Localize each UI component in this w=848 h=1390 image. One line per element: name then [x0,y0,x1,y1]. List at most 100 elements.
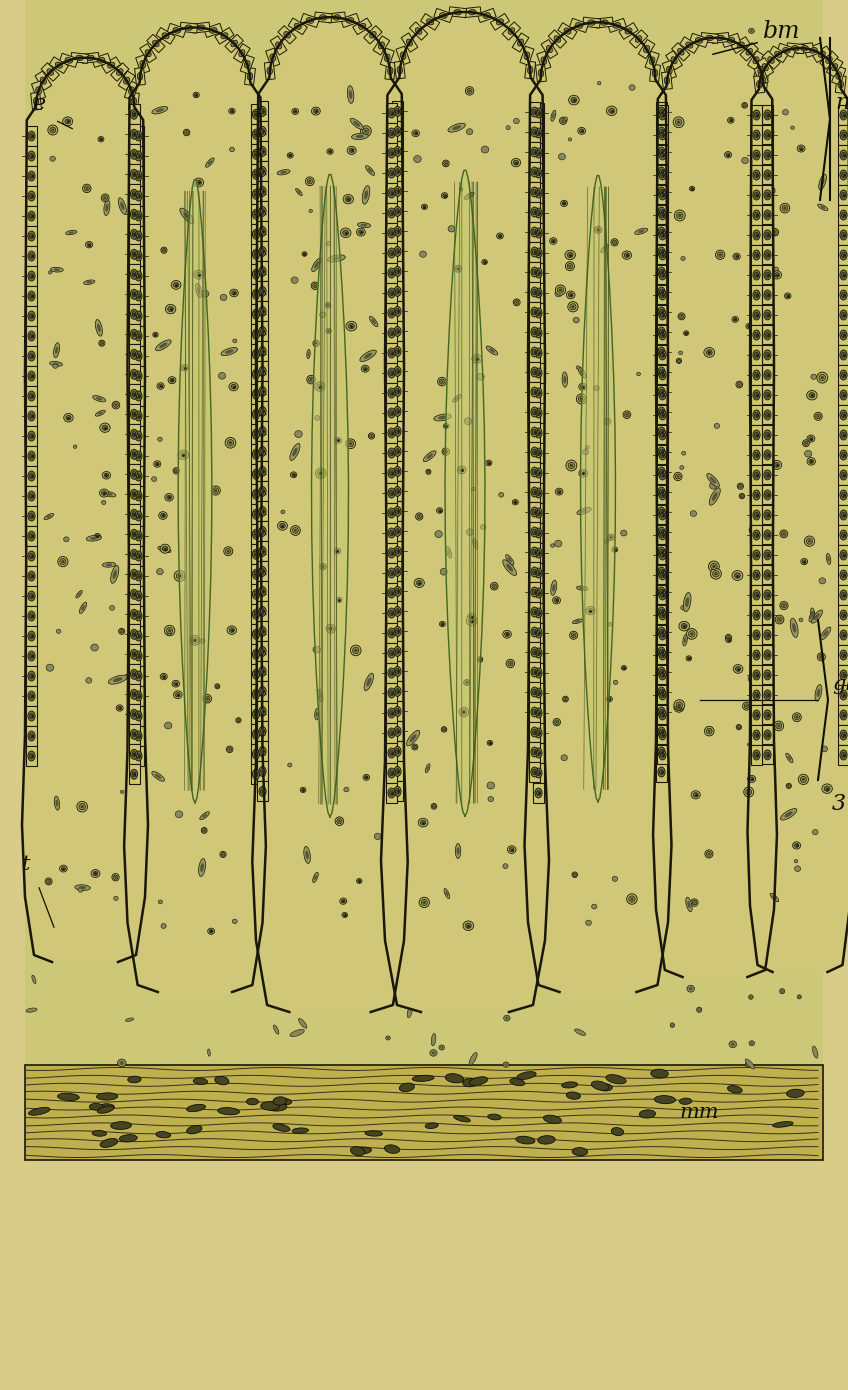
Bar [838,345,848,364]
Ellipse shape [537,651,540,656]
Ellipse shape [109,676,127,684]
Ellipse shape [745,1059,755,1069]
Ellipse shape [416,581,422,585]
Ellipse shape [753,651,760,660]
Ellipse shape [259,467,266,477]
Bar [250,345,261,364]
Ellipse shape [259,587,266,596]
Bar [392,662,403,681]
Bar [392,261,403,281]
Ellipse shape [329,627,332,630]
Ellipse shape [158,436,162,442]
Ellipse shape [681,606,686,610]
Ellipse shape [579,470,588,477]
Ellipse shape [537,310,540,316]
Bar [533,183,544,203]
Ellipse shape [421,899,427,905]
Ellipse shape [744,787,754,796]
Bar [129,584,140,603]
Ellipse shape [394,146,401,157]
Ellipse shape [349,324,354,329]
Polygon shape [81,53,99,64]
Ellipse shape [160,543,170,553]
Ellipse shape [137,534,141,539]
Ellipse shape [216,685,219,688]
Bar [392,681,403,701]
Polygon shape [804,43,823,57]
Ellipse shape [488,1115,501,1120]
Bar [26,687,37,706]
Bar [657,285,668,304]
Ellipse shape [132,712,136,717]
Bar [657,745,668,765]
Ellipse shape [805,450,812,457]
Ellipse shape [176,692,181,696]
Ellipse shape [533,530,537,535]
Bar [26,246,37,265]
Bar [838,285,848,304]
Ellipse shape [388,708,395,719]
Ellipse shape [167,495,171,499]
Ellipse shape [254,232,258,238]
Ellipse shape [661,733,665,738]
Ellipse shape [395,149,399,154]
Ellipse shape [748,776,756,783]
Ellipse shape [661,432,665,438]
Ellipse shape [481,524,486,530]
Bar [529,261,540,282]
Bar [392,702,403,721]
Ellipse shape [349,149,354,153]
Ellipse shape [586,920,591,926]
Ellipse shape [28,231,35,240]
Polygon shape [595,17,613,28]
Ellipse shape [368,432,375,439]
Ellipse shape [537,630,540,635]
Ellipse shape [784,207,786,210]
Ellipse shape [389,170,393,175]
Ellipse shape [567,264,572,268]
Ellipse shape [812,1047,818,1058]
Ellipse shape [131,409,137,420]
Ellipse shape [423,206,426,208]
Ellipse shape [353,1147,371,1154]
Ellipse shape [348,441,354,446]
Ellipse shape [764,430,771,439]
Polygon shape [35,71,52,90]
Bar [129,204,140,224]
Ellipse shape [686,656,692,660]
Ellipse shape [30,413,33,418]
Ellipse shape [572,632,576,638]
Ellipse shape [533,649,537,655]
Ellipse shape [749,995,753,999]
Ellipse shape [531,386,538,398]
Ellipse shape [253,270,259,279]
Bar [656,142,667,161]
Ellipse shape [135,291,142,302]
Ellipse shape [59,865,67,872]
Ellipse shape [112,402,120,409]
Ellipse shape [254,712,258,717]
Ellipse shape [294,24,301,29]
Polygon shape [502,22,521,40]
Ellipse shape [28,311,35,321]
Ellipse shape [753,329,760,341]
Ellipse shape [103,196,108,200]
Ellipse shape [254,691,258,696]
Bar [386,783,397,802]
Polygon shape [463,7,482,18]
Ellipse shape [140,61,146,68]
Bar [656,682,667,702]
Ellipse shape [840,270,847,279]
Ellipse shape [41,76,47,85]
Bar [762,165,773,185]
Ellipse shape [506,563,513,571]
Ellipse shape [712,570,719,577]
Ellipse shape [395,228,399,234]
Bar [656,261,667,282]
Ellipse shape [388,788,395,798]
Bar [386,723,397,742]
Ellipse shape [766,113,769,118]
Ellipse shape [623,411,631,418]
Ellipse shape [137,694,141,699]
Ellipse shape [200,638,205,644]
